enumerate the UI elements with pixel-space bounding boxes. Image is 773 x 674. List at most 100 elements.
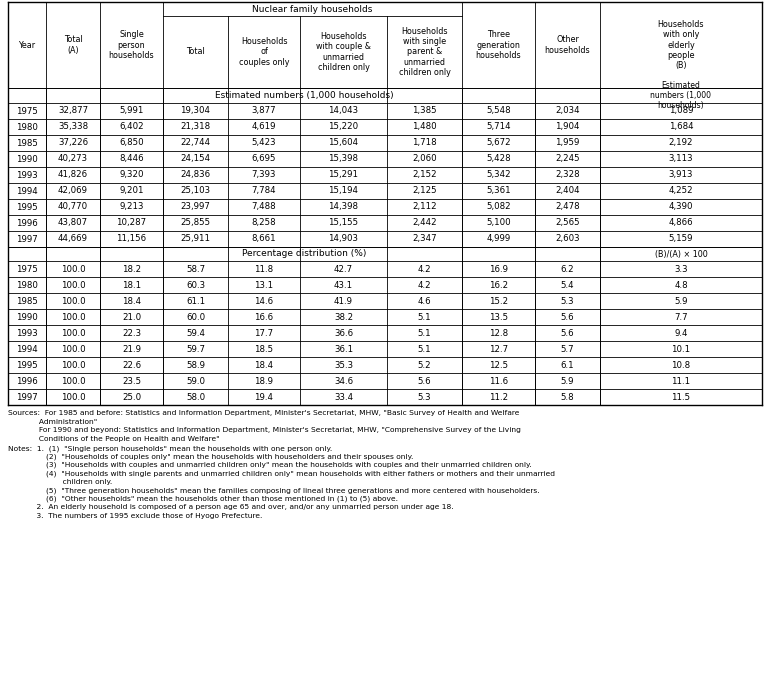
Text: 100.0: 100.0	[61, 313, 85, 321]
Text: 16.6: 16.6	[254, 313, 274, 321]
Text: 6,695: 6,695	[252, 154, 276, 164]
Text: 5,672: 5,672	[486, 138, 511, 148]
Text: 9,320: 9,320	[119, 171, 144, 179]
Text: 60.3: 60.3	[186, 280, 205, 290]
Text: 5.9: 5.9	[560, 377, 574, 386]
Text: 7,784: 7,784	[252, 187, 276, 195]
Text: Conditions of the People on Health and Welfare": Conditions of the People on Health and W…	[8, 435, 220, 441]
Text: 36.6: 36.6	[334, 328, 353, 338]
Text: 23.5: 23.5	[122, 377, 141, 386]
Text: 3.  The numbers of 1995 exclude those of Hyogo Prefecture.: 3. The numbers of 1995 exclude those of …	[8, 513, 262, 519]
Text: 5.1: 5.1	[417, 344, 431, 353]
Text: 15,291: 15,291	[329, 171, 359, 179]
Text: 12.5: 12.5	[489, 361, 508, 369]
Text: 5.8: 5.8	[560, 392, 574, 402]
Text: 5,423: 5,423	[252, 138, 276, 148]
Text: 1,959: 1,959	[555, 138, 580, 148]
Text: 18.4: 18.4	[122, 297, 141, 305]
Text: 100.0: 100.0	[61, 280, 85, 290]
Text: For 1990 and beyond: Statistics and Information Department, Minister's Secretari: For 1990 and beyond: Statistics and Info…	[8, 427, 521, 433]
Text: 34.6: 34.6	[334, 377, 353, 386]
Text: 58.7: 58.7	[186, 264, 205, 274]
Text: 59.0: 59.0	[186, 377, 205, 386]
Text: 60.0: 60.0	[186, 313, 205, 321]
Text: 24,154: 24,154	[180, 154, 210, 164]
Text: Nuclear family households: Nuclear family households	[252, 5, 373, 13]
Text: Sources:  For 1985 and before: Statistics and Information Department, Minister's: Sources: For 1985 and before: Statistics…	[8, 410, 519, 416]
Text: 59.7: 59.7	[186, 344, 205, 353]
Text: 2,152: 2,152	[412, 171, 437, 179]
Text: 23,997: 23,997	[181, 202, 210, 212]
Text: 9,213: 9,213	[119, 202, 144, 212]
Text: 11.1: 11.1	[672, 377, 690, 386]
Text: 33.4: 33.4	[334, 392, 353, 402]
Text: 5,714: 5,714	[486, 123, 511, 131]
Text: 100.0: 100.0	[61, 328, 85, 338]
Text: 2,347: 2,347	[412, 235, 437, 243]
Text: 19,304: 19,304	[181, 106, 210, 115]
Text: 25,855: 25,855	[180, 218, 210, 228]
Text: 5.2: 5.2	[417, 361, 431, 369]
Text: 1996: 1996	[16, 218, 38, 228]
Text: 2,603: 2,603	[555, 235, 580, 243]
Text: 4.8: 4.8	[674, 280, 688, 290]
Text: 1995: 1995	[16, 202, 38, 212]
Text: 3,113: 3,113	[669, 154, 693, 164]
Text: 100.0: 100.0	[61, 264, 85, 274]
Text: 5.6: 5.6	[560, 328, 574, 338]
Text: (6)  "Other households" mean the households other than those mentioned in (1) to: (6) "Other households" mean the househol…	[8, 496, 398, 503]
Text: 19.4: 19.4	[254, 392, 274, 402]
Text: 58.0: 58.0	[186, 392, 205, 402]
Text: 42,069: 42,069	[58, 187, 88, 195]
Text: 58.9: 58.9	[186, 361, 205, 369]
Text: 6.1: 6.1	[560, 361, 574, 369]
Text: 5.4: 5.4	[560, 280, 574, 290]
Text: 11.5: 11.5	[672, 392, 690, 402]
Text: 5,428: 5,428	[486, 154, 511, 164]
Text: 1975: 1975	[16, 264, 38, 274]
Text: 18.9: 18.9	[254, 377, 274, 386]
Text: 1980: 1980	[16, 280, 38, 290]
Text: 10.1: 10.1	[672, 344, 690, 353]
Text: 1996: 1996	[16, 377, 38, 386]
Text: 22.3: 22.3	[122, 328, 141, 338]
Text: 8,446: 8,446	[119, 154, 144, 164]
Text: 32,877: 32,877	[58, 106, 88, 115]
Text: 25,911: 25,911	[181, 235, 210, 243]
Text: Administration": Administration"	[8, 419, 97, 425]
Text: 25,103: 25,103	[180, 187, 210, 195]
Text: 14,043: 14,043	[329, 106, 359, 115]
Text: 9.4: 9.4	[674, 328, 688, 338]
Text: 5.6: 5.6	[560, 313, 574, 321]
Text: 11.8: 11.8	[254, 264, 274, 274]
Text: 21.9: 21.9	[122, 344, 141, 353]
Text: 61.1: 61.1	[186, 297, 205, 305]
Text: 8,661: 8,661	[252, 235, 276, 243]
Text: 10.8: 10.8	[672, 361, 690, 369]
Text: 1997: 1997	[16, 235, 38, 243]
Text: 21,318: 21,318	[180, 123, 210, 131]
Text: 5,361: 5,361	[486, 187, 511, 195]
Text: 18.5: 18.5	[254, 344, 274, 353]
Text: 43,807: 43,807	[58, 218, 88, 228]
Text: Year: Year	[19, 40, 36, 49]
Text: 1990: 1990	[16, 154, 38, 164]
Text: 1980: 1980	[16, 123, 38, 131]
Text: Households
with couple &
unmarried
children only: Households with couple & unmarried child…	[316, 32, 371, 72]
Text: 5,082: 5,082	[486, 202, 511, 212]
Text: 18.4: 18.4	[254, 361, 274, 369]
Text: 16.9: 16.9	[489, 264, 508, 274]
Text: 2,192: 2,192	[669, 138, 693, 148]
Text: 59.4: 59.4	[186, 328, 205, 338]
Text: 11.2: 11.2	[489, 392, 508, 402]
Text: 2,565: 2,565	[555, 218, 580, 228]
Text: 15,398: 15,398	[329, 154, 359, 164]
Text: 10,287: 10,287	[117, 218, 147, 228]
Text: 15,155: 15,155	[329, 218, 359, 228]
Text: Estimated
numbers (1,000
households): Estimated numbers (1,000 households)	[651, 81, 711, 111]
Text: 7,488: 7,488	[252, 202, 276, 212]
Text: 5,342: 5,342	[486, 171, 511, 179]
Text: Notes:  1.  (1)  "Single person households" mean the households with one person : Notes: 1. (1) "Single person households"…	[8, 445, 332, 452]
Text: 1,480: 1,480	[412, 123, 437, 131]
Text: 4,866: 4,866	[669, 218, 693, 228]
